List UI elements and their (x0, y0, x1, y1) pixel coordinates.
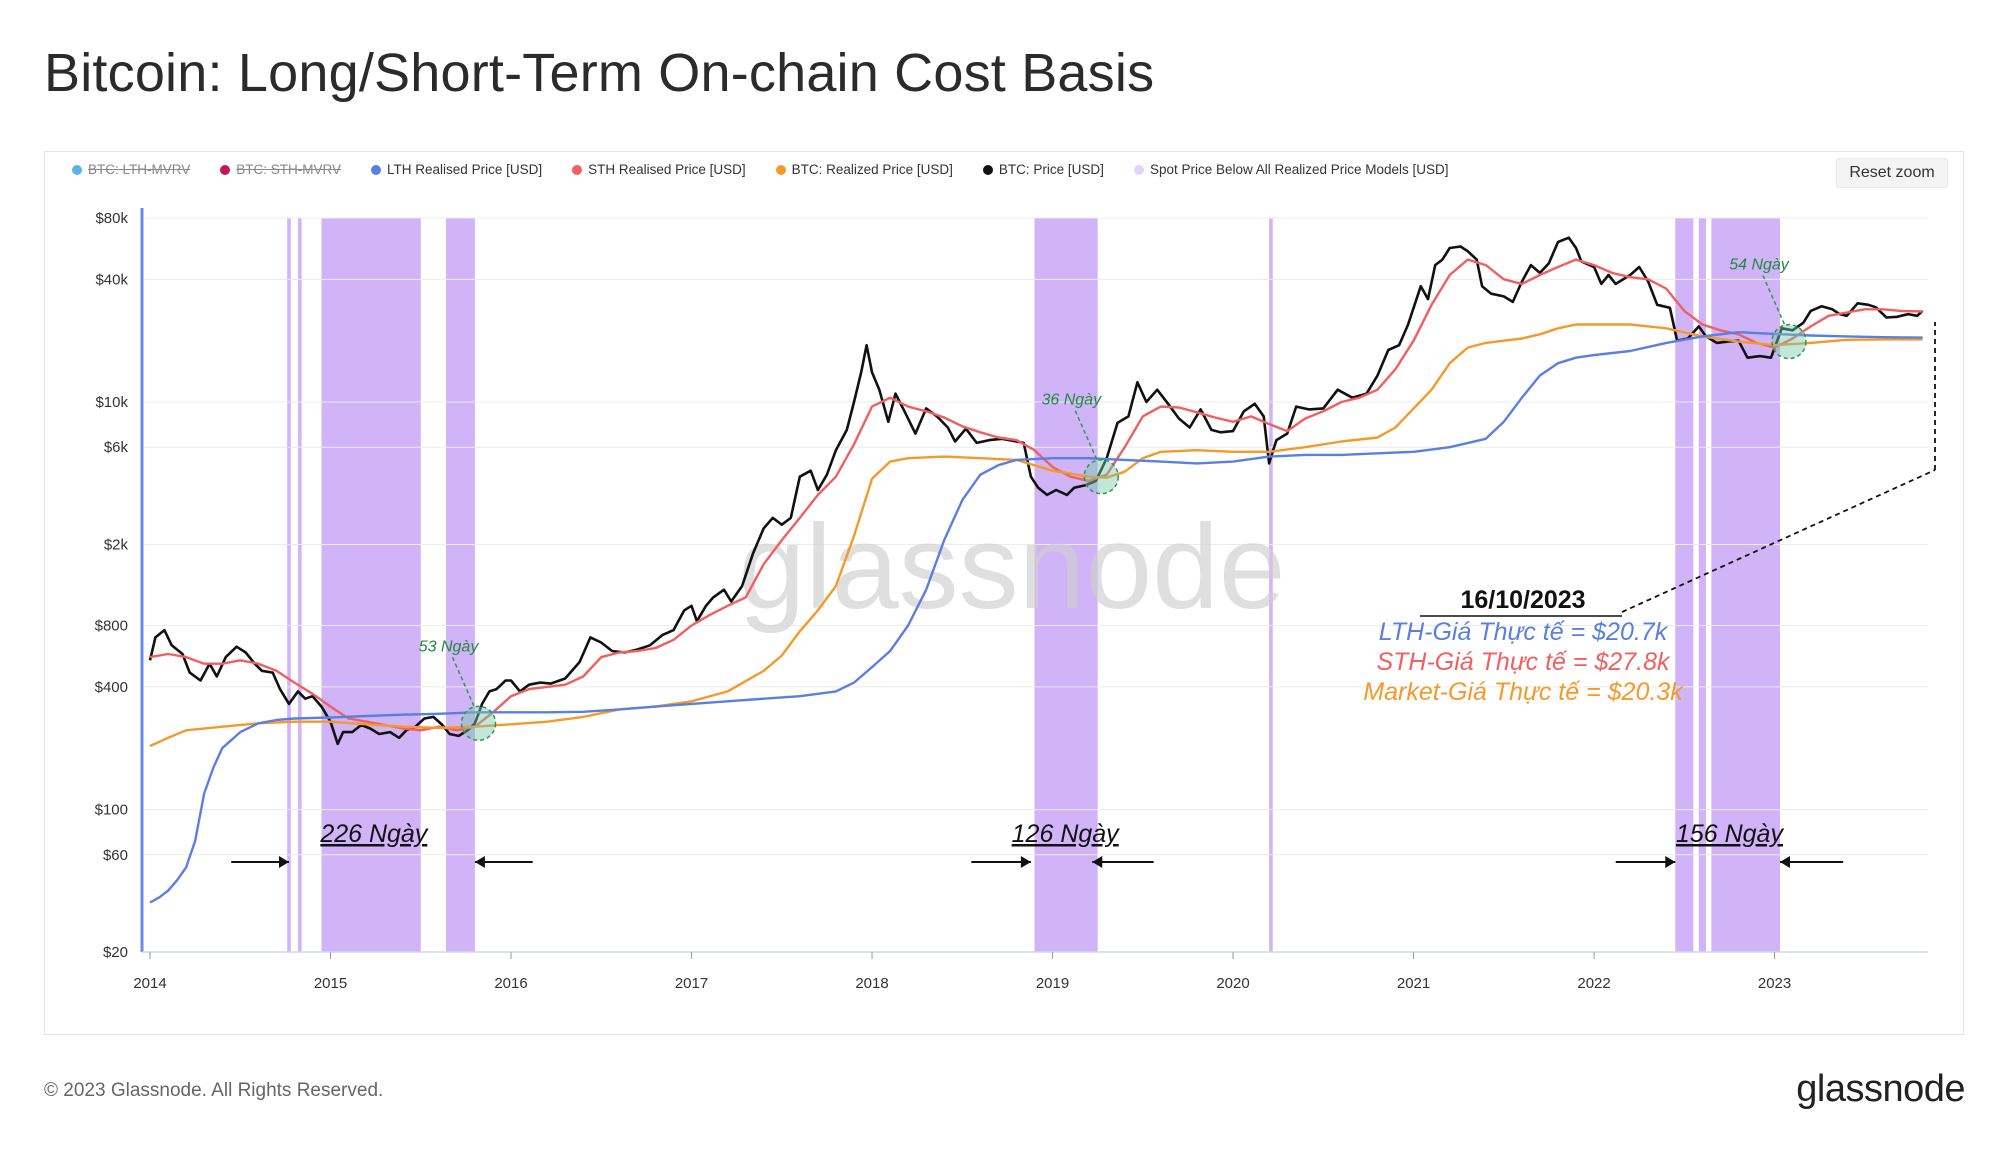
below-all-band-1 (298, 218, 302, 952)
period-label-2: 156 Ngày (1676, 820, 1785, 848)
legend-item-3[interactable]: STH Realised Price [USD] (572, 162, 746, 177)
x-tick-label-0: 2014 (133, 975, 166, 992)
x-tick-label-2: 2016 (494, 975, 527, 992)
crossover-circle-0 (460, 705, 497, 742)
below-all-band-4 (1034, 218, 1098, 952)
legend-item-0[interactable]: BTC: LTH-MVRV (72, 162, 190, 177)
series-line-lth-realised-price-usd- (149, 331, 1923, 904)
grid-layer (144, 217, 1928, 953)
callout-market: Market-Giá Thực tế = $20.3k (1363, 678, 1684, 706)
x-tick-label-6: 2020 (1216, 975, 1249, 992)
legend-item-2[interactable]: LTH Realised Price [USD] (371, 162, 542, 177)
y-tick-label-9: $80k (95, 210, 128, 227)
crossover-leader-2 (1762, 275, 1786, 326)
x-tick-label-5: 2019 (1036, 975, 1069, 992)
legend-label: STH Realised Price [USD] (588, 162, 746, 177)
x-tick-label-3: 2017 (675, 975, 708, 992)
y-tick-label-4: $800 (95, 618, 128, 635)
crossover-circle-1 (1083, 458, 1120, 495)
legend-dot-icon (72, 164, 82, 175)
below-all-band-2 (321, 218, 421, 952)
below-all-band-6 (1675, 218, 1694, 952)
series-layer (148, 236, 1924, 904)
x-tick-label-8: 2022 (1577, 975, 1610, 992)
legend-label: BTC: LTH-MVRV (88, 162, 191, 177)
period-arrowhead-right-1 (1092, 856, 1103, 868)
below-all-band-7 (1698, 218, 1706, 952)
callout-sth: STH-Giá Thực tế = $27.8k (1376, 648, 1671, 676)
legend-dot-icon (572, 164, 583, 175)
below-all-shading-layer (287, 218, 1780, 952)
below-all-band-5 (1269, 218, 1273, 952)
period-label-1: 126 Ngày (1012, 820, 1121, 848)
period-arrowhead-right-0 (474, 856, 485, 868)
annotation-layer: 226 Ngày 126 Ngày 156 Ngày 53 Ngày 36 Ngày 54… (231, 257, 1936, 868)
y-tick-label-3: $400 (95, 679, 128, 696)
crossover-leader-0 (451, 657, 476, 708)
watermark: glassnode (738, 500, 1285, 634)
legend-dot-icon (1133, 164, 1144, 175)
callout-leader-line (1621, 469, 1936, 613)
y-tick-label-6: $6k (104, 439, 129, 456)
legend-dot-icon (775, 164, 786, 175)
legend-label: Spot Price Below All Realized Price Mode… (1149, 162, 1449, 177)
legend-dot-icon (982, 164, 993, 175)
period-arrowhead-left-0 (278, 856, 289, 868)
chart-legend: BTC: LTH-MVRV BTC: STH-MVRV LTH Realised P… (72, 162, 1449, 177)
legend-label: BTC: Price [USD] (998, 162, 1104, 177)
x-tick-label-9: 2023 (1758, 975, 1791, 992)
crossover-label-2: 54 Ngày (1729, 257, 1790, 274)
crossover-leader-1 (1074, 410, 1098, 462)
legend-label: LTH Realised Price [USD] (387, 162, 543, 177)
y-tick-label-2: $100 (95, 802, 128, 819)
legend-label: BTC: STH-MVRV (236, 162, 342, 177)
x-tick-label-4: 2018 (855, 975, 888, 992)
y-tick-label-5: $2k (104, 536, 129, 553)
legend-label: BTC: Realized Price [USD] (791, 162, 953, 177)
legend-item-1[interactable]: BTC: STH-MVRV (220, 162, 341, 177)
y-tick-label-8: $40k (95, 271, 128, 288)
x-tick-label-1: 2015 (314, 975, 347, 992)
page-title: Bitcoin: Long/Short-Term On-chain Cost B… (44, 43, 1155, 103)
callout-date: 16/10/2023 (1460, 586, 1585, 614)
y-tick-label-1: $60 (103, 847, 128, 864)
period-arrowhead-left-2 (1665, 856, 1676, 868)
crossover-label-1: 36 Ngày (1041, 392, 1102, 409)
legend-dot-icon (220, 164, 231, 175)
y-tick-label-0: $20 (103, 944, 128, 961)
footer-copyright: © 2023 Glassnode. All Rights Reserved. (44, 1080, 384, 1101)
legend-dot-icon (371, 164, 382, 175)
below-all-band-3 (446, 218, 475, 952)
crossover-label-0: 53 Ngày (419, 638, 480, 655)
legend-item-4[interactable]: BTC: Realized Price [USD] (775, 162, 953, 177)
reset-zoom-button[interactable]: Reset zoom (1836, 158, 1948, 188)
footer-logo: glassnode (1796, 1068, 1965, 1110)
legend-item-5[interactable]: BTC: Price [USD] (982, 162, 1104, 177)
series-line-btc-price-usd- (148, 236, 1924, 746)
period-label-0: 226 Ngày (319, 820, 429, 848)
period-arrowhead-left-1 (1020, 856, 1031, 868)
series-line-btc-realized-price-usd- (149, 323, 1923, 748)
crossover-circle-2 (1771, 323, 1807, 360)
legend-item-6[interactable]: Spot Price Below All Realized Price Mode… (1133, 162, 1449, 177)
x-tick-label-7: 2021 (1397, 975, 1430, 992)
period-arrowhead-right-2 (1779, 856, 1790, 868)
callout-lth: LTH-Giá Thực tế = $20.7k (1379, 618, 1669, 646)
axes-layer: $20 $60 $100 $400 $800 $2k $6k $10k $40k $80k 2014… (95, 208, 1928, 992)
y-tick-label-7: $10k (95, 394, 128, 411)
below-all-band-0 (287, 218, 291, 952)
